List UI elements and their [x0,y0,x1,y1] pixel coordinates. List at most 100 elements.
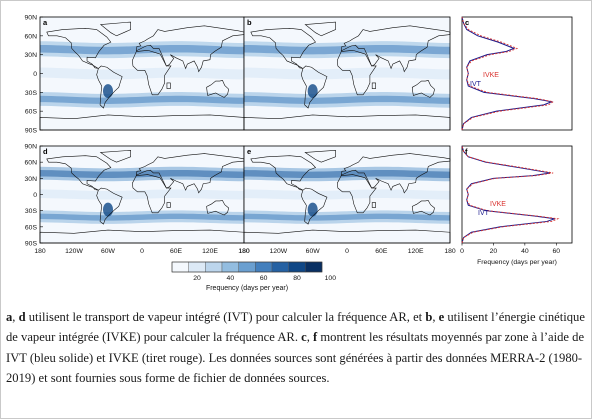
lat-tick-label: 30S [25,208,38,215]
ar-frequency-hotspot [307,202,318,217]
coastline [336,174,377,214]
caption-text: montrent les résultats moyennés par zone… [6,330,585,386]
panel-letter-a: a [43,18,48,27]
ar-frequency-band [244,67,450,80]
coastline [371,82,376,89]
colorbar-swatch [205,261,223,273]
lon-tick-label: 120W [65,248,83,255]
lon-tick-label: 60E [375,248,388,255]
colorbar-frame [171,261,323,273]
lon-tick-label: 0 [345,248,349,255]
coastline [411,200,435,216]
colorbar-swatch [288,261,306,273]
lat-tick-label: 60N [25,33,38,40]
lat-tick-label: 60N [25,160,38,167]
map-panel-d: d [39,145,245,244]
ar-frequency-hotspot [307,84,318,99]
profile-tick-label: 20 [490,248,498,255]
coastline [96,187,123,225]
profile-frame [461,16,573,131]
lon-tick-label: 60W [101,248,116,255]
coastline [336,49,377,96]
lon-tick-label: 180 [238,248,250,255]
coastline [166,82,171,89]
coastline [132,49,172,96]
caption-panel-ref: e [438,310,445,324]
coastline [411,80,435,98]
profile-tick-label: 40 [521,248,529,255]
lon-tick-label: 180 [444,248,456,255]
lat-tick-label: 0 [33,192,37,199]
colorbar-tick-label: 20 [193,275,201,282]
legend-ivke-label: IVKE [490,201,506,208]
panel-letter-c: c [465,18,469,27]
coastline [46,155,112,191]
lon-tick-label: 60E [170,248,183,255]
ar-frequency-band [40,95,244,104]
ar-frequency-band [40,44,244,55]
profile-tick-label: 60 [553,248,561,255]
caption-text: utilisent le transport de vapeur intégré… [25,310,426,324]
colorbar-swatch [271,261,289,273]
lat-tick-label: 90S [25,241,38,248]
lon-tick-label: 180 [34,248,46,255]
lon-tick-label: 60W [306,248,321,255]
lon-tick-label: 120E [408,248,424,255]
coastline [96,65,123,109]
lon-tick-label: 120E [202,248,218,255]
colorbar-tick-label: 40 [227,275,235,282]
coastline [250,27,317,69]
series-line-ivt [461,16,554,131]
panel-letter-b: b [247,18,252,27]
ar-frequency-band [244,169,450,179]
lat-tick-label: 90N [25,144,38,151]
colorbar-swatch [188,261,206,273]
ar-frequency-band [244,189,450,200]
lat-tick-label: 90N [25,15,38,22]
colorbar-tick-label: 100 [325,275,337,282]
profile-tick-label: 0 [460,248,464,255]
figure-caption: a, d utilisent le transport de vapeur in… [6,307,586,389]
colorbar-swatch [221,261,239,273]
colorbar-tick-label: 80 [293,275,301,282]
lat-tick-label: 30S [25,90,38,97]
coastline [132,174,172,214]
map-frame [243,145,451,244]
map-panel-a: a [39,16,245,131]
lat-tick-label: 90S [25,128,38,135]
colorbar-swatch [305,261,323,273]
legend-ivke-label: IVKE [483,72,499,79]
coastline [46,27,112,69]
lat-tick-label: 30N [25,52,38,59]
lat-tick-label: 60S [25,224,38,231]
map-frame [243,16,451,131]
lat-tick-label: 60S [25,109,38,116]
coastline [371,202,376,208]
caption-panel-ref: b [425,310,433,324]
ar-frequency-band [244,44,450,55]
ar-frequency-band [244,95,450,104]
ar-frequency-band [40,169,244,179]
lon-tick-label: 180 [238,248,250,255]
coastline [206,80,230,98]
coastline [304,149,336,163]
lon-tick-label: 120W [269,248,287,255]
caption-text: , [432,310,439,324]
profile-frame [461,145,573,244]
colorbar-label: Frequency (days per year) [206,285,288,292]
lon-tick-label: 0 [140,248,144,255]
coastline [166,202,171,208]
colorbar-swatch [171,261,189,273]
legend-ivt-label: IVT [470,81,482,88]
lat-tick-label: 0 [33,71,37,78]
panel-letter-d: d [43,147,48,156]
ar-frequency-band [40,67,244,80]
caption-panel-ref: d [18,310,26,324]
coastline [300,187,328,225]
caption-panel-ref: f [313,330,318,345]
caption-text: utilisent l’énergie cinétique de vapeur … [6,310,585,345]
coastline [99,149,131,163]
